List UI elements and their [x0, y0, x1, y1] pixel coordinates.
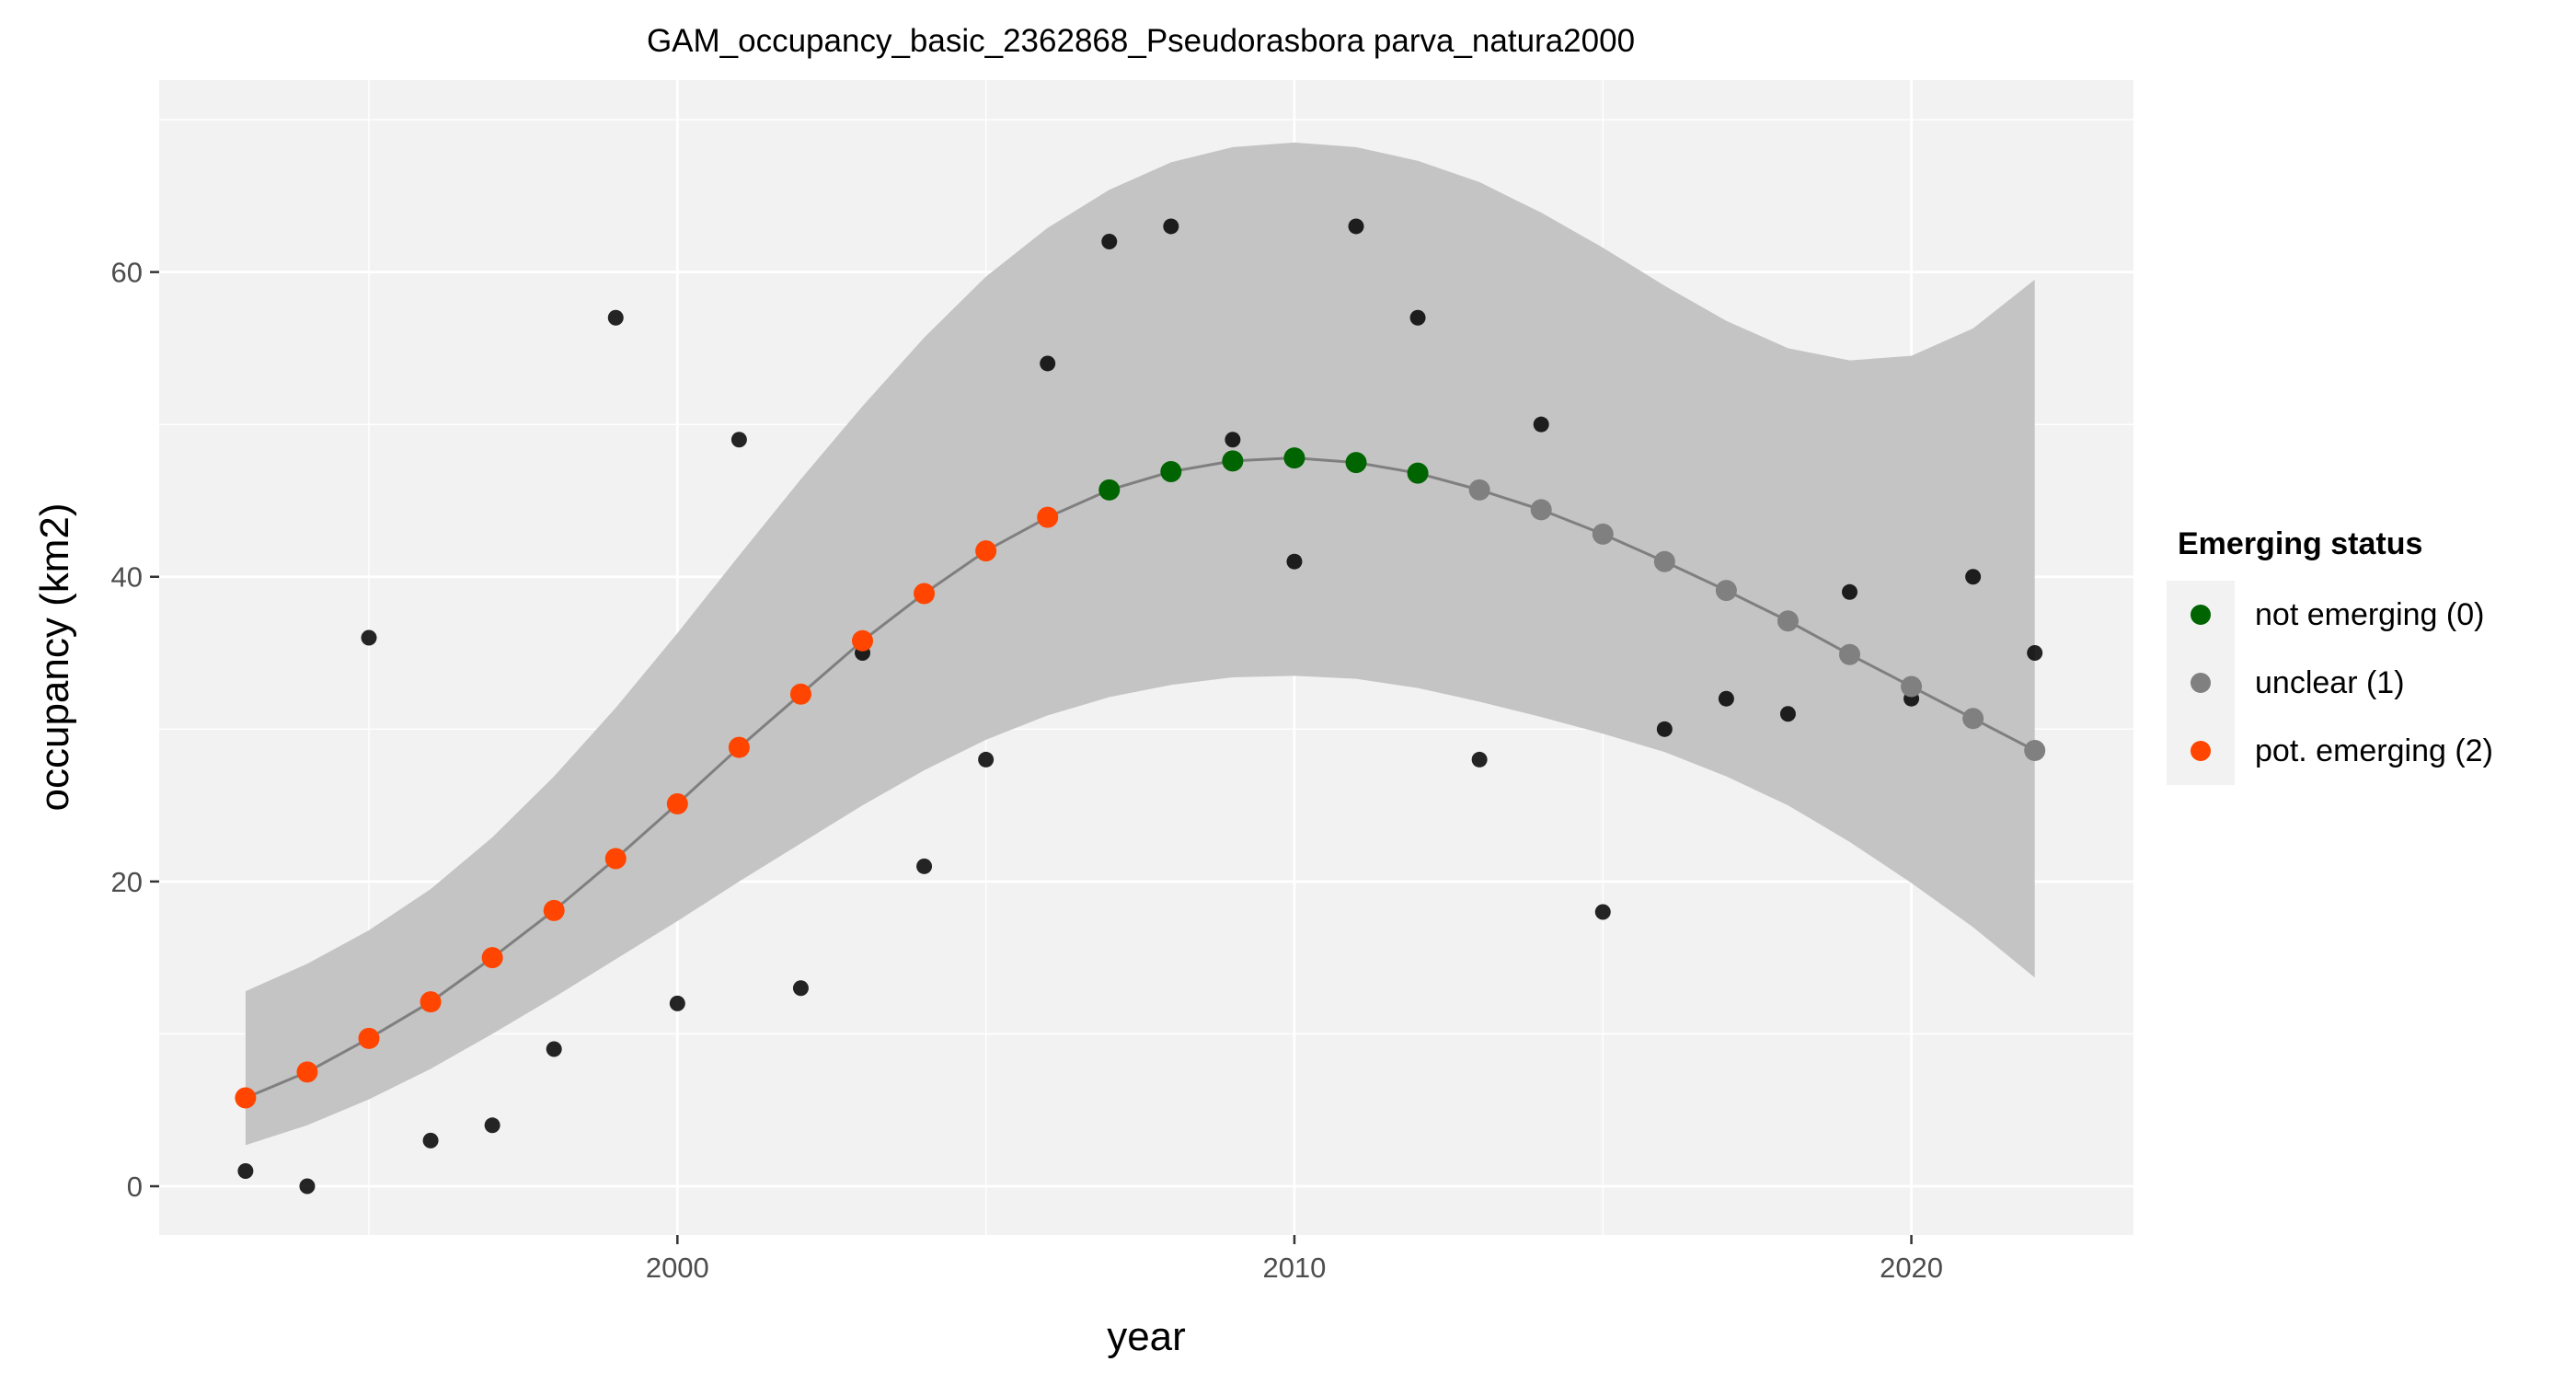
fitted-point [666, 792, 688, 814]
chart-title: GAM_occupancy_basic_2362868_Pseudorasbor… [647, 23, 1635, 59]
y-tick-label: 40 [111, 561, 143, 594]
observed-point [1533, 416, 1549, 433]
observed-point [422, 1132, 439, 1148]
x-tick-label: 2000 [646, 1252, 709, 1284]
fitted-point [975, 540, 997, 562]
fitted-point [1839, 643, 1861, 665]
observed-point [299, 1178, 316, 1195]
legend-label: pot. emerging (2) [2255, 733, 2493, 768]
ci-band-layer [245, 142, 2035, 1146]
fitted-point [1345, 452, 1367, 474]
fitted-point [235, 1087, 257, 1109]
legend-item: pot. emerging (2) [2167, 717, 2553, 785]
fit-line-layer [245, 456, 2036, 1100]
fitted-line [245, 456, 2036, 1100]
fitted-point [1037, 506, 1059, 528]
fitted-point [296, 1061, 318, 1083]
observed-point [607, 309, 624, 326]
legend-key [2167, 649, 2235, 717]
legend-swatch [2191, 741, 2211, 761]
fitted-point [420, 991, 442, 1013]
fitted-point [852, 629, 874, 652]
legend-keys: not emerging (0) unclear (1) pot. emerging… [2167, 581, 2553, 785]
observed-point [1965, 569, 1982, 585]
observed-point [1594, 904, 1611, 920]
observed-point [1656, 721, 1673, 737]
fitted-point [1715, 580, 1737, 602]
x-axis: 2000 2010 2020 [646, 1235, 1943, 1284]
legend-item: not emerging (0) [2167, 581, 2553, 649]
observed-point [1348, 218, 1364, 235]
observed-point [546, 1041, 562, 1057]
x-axis-label: year [1107, 1314, 1186, 1359]
legend: Emerging status not emerging (0) unclear … [2167, 526, 2553, 785]
legend-label: not emerging (0) [2255, 596, 2485, 632]
legend-label: unclear (1) [2255, 664, 2405, 700]
fitted-point [1901, 675, 1923, 698]
observed-point [2027, 645, 2043, 662]
fitted-point [481, 947, 503, 969]
fitted-point [1962, 708, 1984, 730]
observed-point [1779, 706, 1796, 722]
fitted-point [914, 583, 936, 605]
observed-point [361, 629, 377, 646]
fitted-point [1468, 479, 1490, 501]
fitted-point [728, 736, 750, 758]
observed-point [1409, 309, 1426, 326]
y-tick-label: 60 [111, 257, 143, 289]
legend-swatch [2191, 605, 2211, 625]
observed-point [978, 751, 995, 768]
observed-point [1040, 355, 1056, 372]
legend-key [2167, 581, 2235, 649]
y-axis-label: occupancy (km2) [32, 502, 77, 811]
observed-point [1471, 751, 1488, 768]
fitted-point [1530, 499, 1552, 521]
fitted-point [2024, 739, 2046, 761]
observed-point [1842, 583, 1858, 600]
observed-point [1101, 234, 1118, 250]
observed-point [1286, 553, 1303, 570]
fitted-point [789, 683, 811, 705]
observed-point [730, 432, 747, 448]
fitted-point [358, 1027, 380, 1049]
x-tick-label: 2020 [1880, 1252, 1943, 1284]
y-tick-label: 20 [111, 866, 143, 898]
legend-title: Emerging status [2178, 526, 2423, 561]
legend-swatch [2191, 673, 2211, 693]
observed-point [916, 858, 933, 874]
observed-point [1225, 432, 1241, 448]
legend-item: unclear (1) [2167, 649, 2553, 717]
fitted-point [543, 899, 565, 921]
observed-point [792, 980, 809, 997]
y-tick-label: 0 [127, 1171, 143, 1203]
fitted-point [604, 848, 627, 870]
observed-point [237, 1162, 254, 1179]
observed-point [1163, 218, 1179, 235]
fitted-point [1098, 479, 1121, 501]
fitted-point [1407, 462, 1429, 484]
fitted-point [1777, 610, 1799, 632]
fitted-point [1653, 550, 1675, 572]
x-tick-label: 2010 [1262, 1252, 1326, 1284]
fitted-point [1222, 450, 1244, 472]
confidence-band [245, 142, 2035, 1146]
legend-key [2167, 717, 2235, 785]
fitted-point [1160, 461, 1182, 483]
y-axis: 0 20 40 60 [111, 257, 159, 1203]
observed-point [669, 995, 685, 1011]
fitted-point [1592, 523, 1614, 545]
observed-point [1718, 690, 1734, 707]
observed-points [237, 218, 2043, 1195]
observed-point [484, 1117, 500, 1134]
fitted-points [235, 447, 2046, 1109]
fitted-point [1283, 447, 1305, 469]
